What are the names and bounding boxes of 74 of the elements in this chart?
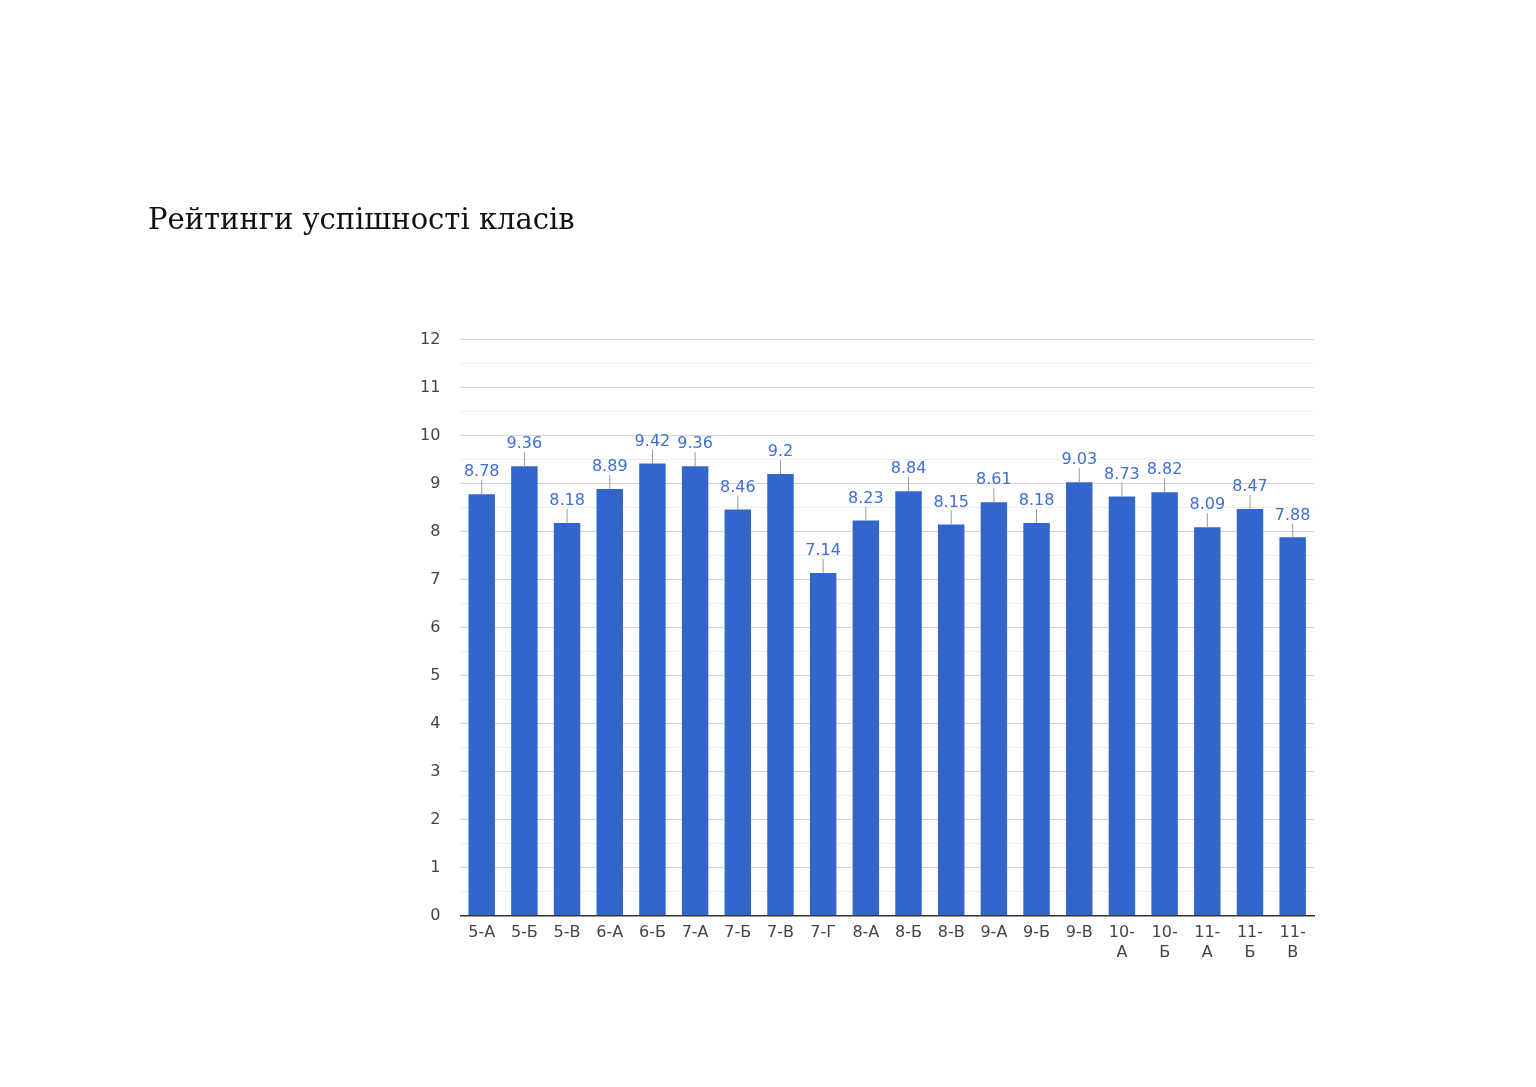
x-tick-label: 7-А: [681, 922, 709, 942]
bar: [724, 509, 752, 916]
data-label: 8.73: [1104, 463, 1140, 483]
x-tick-label: 10-Б: [1151, 922, 1178, 961]
data-label: 8.47: [1232, 476, 1268, 496]
bar: [1066, 482, 1093, 916]
bar: [511, 466, 538, 916]
data-label: 9.36: [677, 433, 713, 453]
data-label: 7.14: [805, 540, 841, 560]
y-tick-label: 1: [430, 856, 441, 876]
data-label: 9.36: [506, 433, 543, 453]
data-label: 8.82: [1146, 459, 1183, 479]
x-tick-label: 7-Б: [724, 922, 752, 942]
data-label: 8.18: [1018, 490, 1055, 510]
data-label: 9.42: [634, 430, 671, 450]
bar: [596, 488, 623, 916]
bar: [1108, 496, 1136, 916]
data-label: 8.09: [1189, 494, 1226, 514]
bar: [980, 502, 1008, 916]
x-tick-label: 5-Б: [510, 922, 538, 942]
bar: [1151, 492, 1178, 916]
bar: [553, 522, 581, 916]
x-tick-label: 8-В: [937, 922, 965, 942]
y-tick-label: 2: [430, 808, 441, 828]
y-tick-label: 8: [430, 520, 441, 540]
data-label: 8.84: [890, 458, 927, 478]
x-tick-label: 9-Б: [1023, 922, 1051, 942]
bar: [1023, 522, 1050, 916]
data-label: 8.15: [933, 491, 970, 511]
y-tick-label: 10: [420, 424, 441, 444]
x-tick-label: 8-А: [852, 922, 880, 942]
bar: [1236, 509, 1264, 916]
y-tick-label: 0: [430, 904, 441, 924]
x-tick-label: 9-В: [1065, 922, 1093, 942]
bar: [1194, 527, 1221, 916]
x-tick-label: 7-В: [767, 922, 794, 942]
bar: [809, 572, 837, 916]
y-tick-label: 7: [430, 568, 441, 588]
y-tick-label: 3: [430, 760, 441, 780]
bar: [681, 466, 709, 916]
data-label: 9.2: [767, 441, 794, 461]
x-tick-label: 10-А: [1108, 922, 1135, 961]
y-tick-label: 11: [420, 376, 441, 396]
data-label: 9.03: [1061, 449, 1098, 469]
x-tick-label: 5-А: [468, 922, 496, 942]
bar: [468, 494, 495, 916]
bar: [895, 491, 922, 916]
x-tick-label: 11-Б: [1236, 922, 1264, 961]
x-tick-label: 7-Г: [810, 922, 837, 942]
y-tick-label: 5: [430, 664, 441, 684]
x-tick-label: 11-А: [1194, 922, 1221, 961]
data-label: 8.46: [719, 476, 756, 496]
x-tick-label: 5-В: [553, 922, 581, 942]
x-tick-label: 8-Б: [895, 922, 922, 942]
data-label: 8.89: [591, 456, 628, 476]
data-label: 7.88: [1274, 504, 1311, 524]
data-label: 8.78: [463, 461, 500, 481]
x-tick-label: 6-А: [596, 922, 624, 942]
x-tick-label: 9-А: [980, 922, 1008, 942]
bar: [937, 524, 965, 916]
x-tick-label: 6-Б: [638, 922, 666, 942]
data-label: 8.23: [848, 487, 884, 507]
y-tick-label: 9: [430, 472, 441, 492]
bar: [1279, 537, 1306, 916]
data-label: 8.18: [549, 490, 585, 510]
y-tick-label: 4: [430, 712, 441, 732]
chart-title: Рейтинги успішності класів: [148, 202, 575, 236]
y-tick-label: 6: [430, 616, 441, 636]
bar: [767, 474, 794, 916]
bar: [639, 463, 666, 916]
bar: [852, 520, 880, 916]
y-tick-label: 12: [420, 328, 441, 348]
data-label: 8.61: [976, 469, 1012, 489]
x-tick-label: 11-В: [1279, 922, 1306, 961]
